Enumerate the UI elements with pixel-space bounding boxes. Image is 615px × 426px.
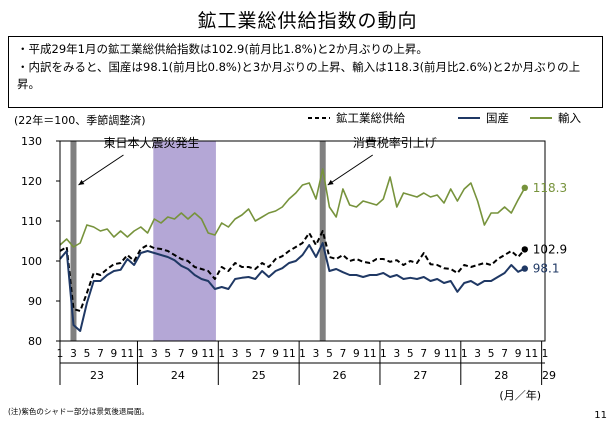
- chart: 東日本大震災発生 消費税率引上げ 80 90 100 110 120 130 (22年＝100、…: [14, 111, 581, 402]
- x-tick-label: 5: [164, 348, 171, 360]
- x-tick-label: 5: [245, 348, 252, 360]
- x-tick-label: 7: [178, 348, 185, 360]
- x-tick-label: 9: [515, 348, 522, 360]
- y-tick-label: 120: [21, 175, 42, 188]
- x-tick-label: 1: [57, 348, 64, 360]
- x-tick-label: 7: [501, 348, 508, 360]
- x-tick-label: 5: [326, 348, 333, 360]
- year-label: 26: [333, 369, 347, 382]
- summary-line-1: ・平成29年1月の鉱工業総供給指数は102.9(前月比1.8%)と2か月ぶりの上…: [17, 42, 428, 56]
- x-tick-label: 3: [313, 348, 320, 360]
- x-tick-label: 1: [542, 348, 549, 360]
- x-tick-label: 3: [151, 348, 158, 360]
- annotation-arrow: [78, 154, 124, 186]
- end-value-label: 102.9: [533, 242, 567, 256]
- series-line-total: [59, 230, 526, 312]
- x-tick-label: 1: [137, 348, 144, 360]
- x-tick-label: 7: [97, 348, 104, 360]
- x-tick-label: 11: [202, 348, 215, 360]
- x-tick-label: 5: [84, 348, 91, 360]
- summary-box: ・平成29年1月の鉱工業総供給指数は102.9(前月比1.8%)と2か月ぶりの上…: [8, 36, 603, 108]
- x-tick-label: 7: [420, 348, 427, 360]
- x-tick-label: 11: [121, 348, 134, 360]
- end-value-label: 98.1: [533, 262, 560, 276]
- annotation-label: 消費税率引上げ: [353, 135, 437, 150]
- event-marker-bar: [70, 141, 77, 341]
- page-number: 11: [594, 410, 607, 421]
- legend-label-total: 鉱工業総供給: [336, 111, 405, 125]
- x-tick-label: 3: [474, 348, 481, 360]
- x-tick-label: 9: [353, 348, 360, 360]
- x-tick-label: 11: [363, 348, 376, 360]
- annotation-arrow: [327, 154, 373, 186]
- event-marker-bar: [319, 141, 326, 341]
- series-line-import: [59, 168, 526, 248]
- year-label: 28: [494, 369, 508, 382]
- x-tick-label: 1: [218, 348, 225, 360]
- footnote: (注)紫色のシャドー部分は景気後退局面。: [8, 407, 149, 416]
- x-tick-label: 1: [380, 348, 387, 360]
- x-tick-label: 7: [340, 348, 347, 360]
- annotation-arrowhead: [78, 179, 85, 185]
- y-tick-label: 100: [21, 255, 42, 268]
- year-label: 29: [542, 369, 556, 382]
- annotation-arrowhead: [327, 179, 334, 185]
- legend-label-import: 輸入: [558, 111, 581, 125]
- series-end-point-domestic: [521, 265, 528, 272]
- end-value-label: 118.3: [533, 181, 567, 195]
- x-tick-label: 9: [434, 348, 441, 360]
- year-label: 25: [252, 369, 266, 382]
- series-end-point-import: [521, 184, 528, 191]
- page-title: 鉱工業総供給指数の動向: [197, 10, 418, 32]
- x-tick-label: 5: [488, 348, 495, 360]
- x-tick-label: 11: [282, 348, 295, 360]
- x-tick-label: 1: [299, 348, 306, 360]
- x-tick-label: 3: [70, 348, 77, 360]
- plot-frame: [59, 140, 546, 342]
- x-tick-label: 7: [259, 348, 266, 360]
- year-label: 27: [413, 369, 427, 382]
- x-axis-unit: (月／年): [499, 388, 541, 402]
- x-tick-label: 1: [461, 348, 468, 360]
- series-line-domestic: [59, 242, 526, 332]
- x-tick-label: 3: [232, 348, 239, 360]
- y-tick-label: 130: [21, 135, 42, 148]
- series-end-point-total: [521, 246, 528, 253]
- y-tick-label: 110: [21, 215, 42, 228]
- x-tick-label: 9: [272, 348, 279, 360]
- x-tick-label: 11: [444, 348, 457, 360]
- summary-line-2: ・内訳をみると、国産は98.1(前月比0.8%)と3か月ぶりの上昇、輸入は118…: [17, 60, 581, 91]
- year-label: 24: [171, 369, 185, 382]
- recession-shade: [153, 141, 216, 341]
- unit-note: (22年＝100、季節調整済): [14, 113, 146, 127]
- year-label: 23: [90, 369, 104, 382]
- y-tick-label: 80: [28, 335, 42, 348]
- x-tick-label: 9: [111, 348, 118, 360]
- x-tick-label: 3: [393, 348, 400, 360]
- x-tick-label: 11: [525, 348, 538, 360]
- y-tick-label: 90: [28, 295, 42, 308]
- annotation-label: 東日本大震災発生: [103, 136, 199, 150]
- x-tick-label: 5: [407, 348, 414, 360]
- legend-label-domestic: 国産: [486, 111, 509, 125]
- x-tick-label: 9: [191, 348, 198, 360]
